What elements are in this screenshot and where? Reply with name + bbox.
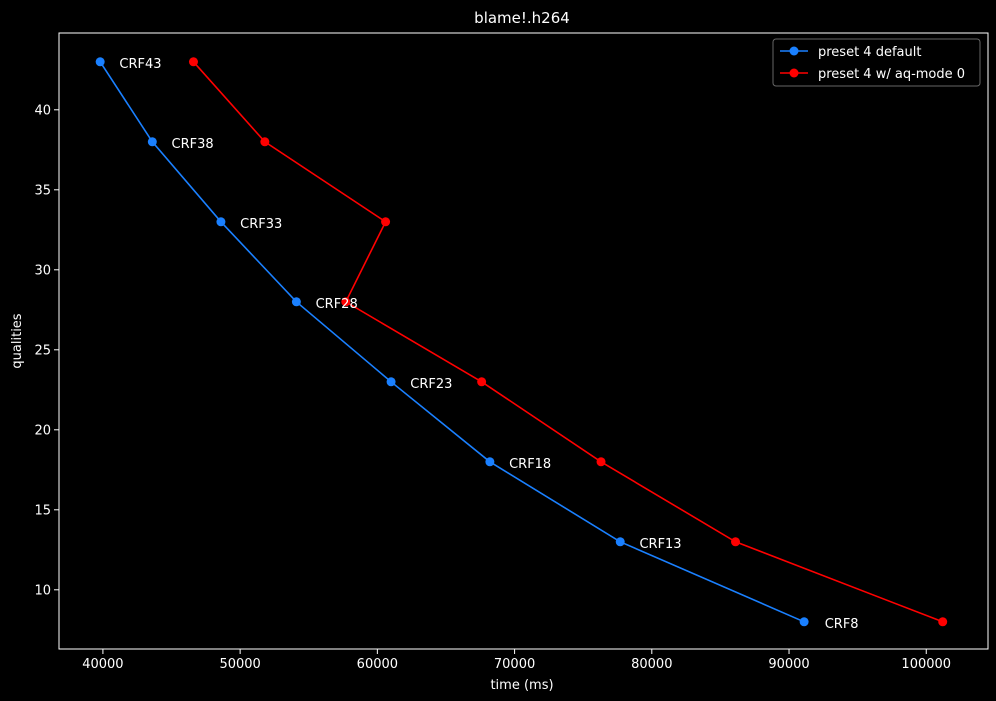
data-point-series-1 [731, 537, 741, 547]
crf-annotation: CRF13 [639, 537, 681, 552]
plot-frame [58, 32, 989, 650]
series-line-0 [99, 61, 805, 623]
y-tick-label: 30 [34, 263, 51, 278]
y-tick-label: 25 [34, 343, 51, 358]
data-point-series-1 [381, 217, 391, 227]
x-tick-label: 60000 [357, 657, 398, 672]
data-point-series-0 [386, 377, 396, 387]
data-point-series-1 [477, 377, 487, 387]
crf-annotation: CRF8 [825, 617, 859, 632]
plot-area: CRF43 CRF38 CRF33 CRF28 CRF23 CRF18 CRF13 CRF8 [95, 57, 948, 632]
x-axis-label: time (ms) [490, 678, 553, 693]
series-line-1 [192, 61, 944, 623]
legend: preset 4 default preset 4 w/ aq-mode 0 [772, 38, 981, 87]
chart-title: blame!.h264 [474, 9, 570, 27]
crf-annotation: CRF28 [316, 297, 358, 312]
crf-annotation: CRF38 [172, 137, 214, 152]
data-point-series-1 [596, 457, 606, 467]
data-point-series-1 [188, 57, 198, 67]
data-point-series-0 [216, 217, 226, 227]
x-tick-label: 100000 [901, 657, 951, 672]
crf-annotation: CRF43 [119, 57, 161, 72]
x-tick-label: 50000 [219, 657, 260, 672]
y-tick-label: 40 [34, 103, 51, 118]
legend-marker-aq-mode-0 [789, 68, 799, 78]
y-tick-label: 20 [34, 423, 51, 438]
legend-marker-default [789, 46, 799, 56]
data-point-series-0 [147, 137, 157, 147]
data-point-series-0 [615, 537, 625, 547]
y-tick-label: 35 [34, 183, 51, 198]
legend-box [772, 38, 981, 87]
x-tick-label: 80000 [631, 657, 672, 672]
legend-label-aq-mode-0: preset 4 w/ aq-mode 0 [818, 67, 965, 82]
data-point-series-0 [291, 297, 301, 307]
x-tick-label: 70000 [494, 657, 535, 672]
y-tick-label: 15 [34, 503, 51, 518]
data-point-series-1 [260, 137, 270, 147]
crf-annotation: CRF18 [509, 457, 551, 472]
crf-annotation: CRF33 [240, 217, 282, 232]
data-point-series-0 [799, 617, 809, 627]
data-point-series-1 [341, 297, 351, 307]
crf-annotation: CRF23 [410, 377, 452, 392]
x-tick-label: 40000 [82, 657, 123, 672]
y-tick-label: 10 [34, 583, 51, 598]
x-axis: 40000 50000 60000 70000 80000 90000 100000 [82, 649, 951, 672]
data-point-series-0 [95, 57, 105, 67]
x-tick-label: 90000 [768, 657, 809, 672]
y-axis-label: qualities [10, 313, 25, 368]
legend-label-default: preset 4 default [818, 45, 921, 60]
data-point-series-0 [485, 457, 495, 467]
y-axis: 10 15 20 25 30 35 40 [34, 103, 59, 598]
data-point-series-1 [938, 617, 948, 627]
